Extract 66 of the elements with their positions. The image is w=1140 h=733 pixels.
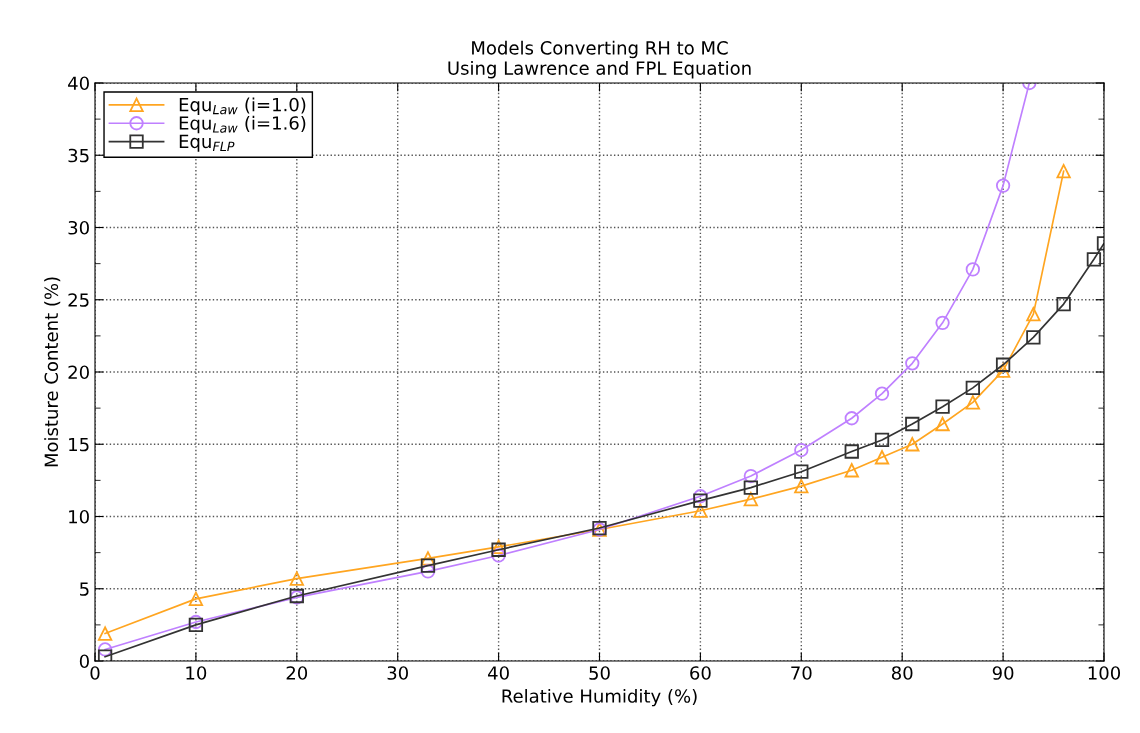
y-tick-label: 40 <box>68 76 89 91</box>
point <box>1026 330 1041 345</box>
y-tick-label: 25 <box>68 293 89 307</box>
point <box>693 493 708 508</box>
legend-label: Equ$_{Law}$ (i=1.6) <box>179 115 306 134</box>
x-tick-label: 80 <box>891 666 913 680</box>
point <box>995 363 1011 378</box>
x-tick-label: 90 <box>992 666 1014 680</box>
point <box>420 564 436 579</box>
x-tick-label: 20 <box>286 666 308 680</box>
point <box>743 480 759 495</box>
chart-title: Models Converting RH to MC Using Lawrence and FPL Equation <box>448 40 751 79</box>
point <box>874 386 890 401</box>
y-axis-title: Moisture Content (%) <box>44 277 61 467</box>
point <box>874 450 890 465</box>
legend-label: Equ$_{Law}$ (i=1.0) <box>179 97 306 115</box>
x-tick-label: 100 <box>1088 666 1121 680</box>
point <box>188 591 204 607</box>
y-tick-label: 0 <box>79 654 89 669</box>
y-tick-label: 20 <box>68 365 89 380</box>
point <box>965 395 980 410</box>
point <box>905 437 920 452</box>
x-tick-label: 0 <box>90 666 100 680</box>
point <box>1086 252 1102 267</box>
point <box>935 416 950 432</box>
legend-label: Equ$_{FLP}$ <box>179 134 235 152</box>
point <box>794 479 809 494</box>
point <box>491 548 506 563</box>
y-tick-label: 30 <box>68 220 89 235</box>
x-tick-label: 40 <box>488 666 509 680</box>
point <box>844 444 859 459</box>
point <box>420 558 436 573</box>
y-tick-label: 15 <box>69 437 89 452</box>
x-tick-label: 10 <box>186 666 207 680</box>
point <box>905 416 920 432</box>
point <box>97 626 113 641</box>
point <box>693 489 708 504</box>
point <box>844 463 859 478</box>
point <box>794 442 809 458</box>
x-tick-label: 30 <box>387 666 408 680</box>
point <box>289 571 304 586</box>
x-tick-label: 70 <box>791 666 812 680</box>
x-tick-label: 60 <box>690 666 711 680</box>
point <box>905 356 920 371</box>
point <box>1056 163 1071 179</box>
point <box>844 411 859 426</box>
point <box>420 551 436 566</box>
point <box>1026 307 1041 322</box>
point <box>97 642 113 657</box>
x-tick-label: 50 <box>589 666 610 680</box>
point <box>965 262 980 277</box>
y-tick-label: 5 <box>80 582 89 596</box>
point <box>693 503 708 518</box>
point <box>935 399 950 414</box>
point <box>1056 296 1071 312</box>
x-axis-title: Relative Humidity (%) <box>502 688 697 707</box>
point <box>995 357 1011 372</box>
point <box>995 178 1011 193</box>
point <box>743 492 759 507</box>
point <box>935 315 950 331</box>
point <box>965 380 980 396</box>
y-tick-label: 35 <box>68 148 89 163</box>
point <box>794 464 809 479</box>
point <box>743 468 759 484</box>
point <box>874 432 890 448</box>
y-tick-label: 10 <box>69 509 89 524</box>
